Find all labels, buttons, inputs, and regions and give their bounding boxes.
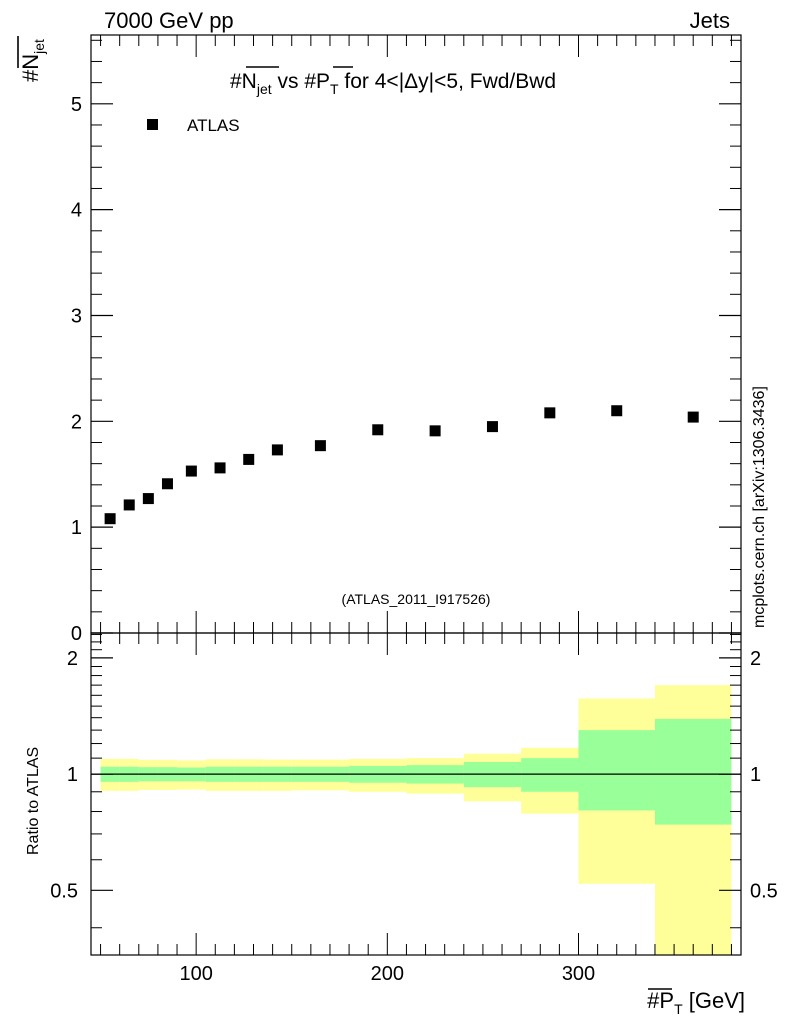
main-ylabel-main: #N (18, 54, 43, 82)
atlas-data-point (611, 405, 623, 417)
ratio-ytick-label-left: 1 (67, 764, 78, 786)
atlas-data-point (372, 424, 384, 436)
ratio-stat-band (521, 758, 579, 792)
ratio-xlabel: #PT [GeV] (647, 988, 745, 1017)
atlas-data-point (271, 444, 283, 456)
main-title: #Njet vs #PT for 4<|Δy|<5, Fwd/Bwd (230, 66, 556, 97)
ratio-xtick-label: 200 (371, 963, 404, 985)
ratio-bands (100, 685, 732, 955)
main-ytick-label: 1 (71, 517, 82, 539)
header-left-label: 7000 GeV pp (104, 8, 234, 33)
atlas-data-point (142, 493, 154, 505)
ratio-axes: 0.5 0.5 1 1 2 2 100 200 300 (50, 633, 778, 985)
atlas-data-point (314, 440, 326, 452)
legend: ATLAS (147, 116, 240, 135)
atlas-data-point (544, 407, 556, 419)
main-ylabel: #Njet (17, 36, 47, 82)
svg-text:#PT [GeV]: #PT [GeV] (647, 988, 745, 1017)
atlas-data-point (185, 465, 197, 477)
main-title-a: #N (230, 70, 257, 93)
ratio-xtick-label: 100 (179, 963, 212, 985)
side-label: mcplots.cern.ch [arXiv:1306.3436] (751, 386, 768, 628)
ratio-stat-band (578, 730, 655, 811)
watermark-text: (ATLAS_2011_I917526) (342, 591, 491, 607)
atlas-data-point (161, 478, 173, 490)
main-title-a-sub: jet (256, 81, 272, 97)
ratio-stat-band (654, 718, 732, 825)
svg-text:#Njet: #Njet (18, 39, 47, 82)
ratio-ytick-label-right: 1 (750, 764, 761, 786)
ratio-ylabel: Ratio to ATLAS (25, 747, 42, 855)
atlas-data-point (429, 425, 441, 437)
ratio-xlabel-rest: [GeV] (683, 988, 745, 1013)
header-right-label: Jets (690, 8, 730, 33)
legend-label: ATLAS (187, 116, 240, 135)
atlas-data-point (214, 462, 226, 474)
atlas-data-point (243, 453, 255, 465)
main-title-b-sub: T (330, 81, 339, 97)
main-ytick-label: 4 (71, 200, 82, 222)
main-title-b: vs #P (272, 70, 330, 93)
svg-text:#Njet vs #PT for 4<|Δy|<5, Fwd: #Njet vs #PT for 4<|Δy|<5, Fwd/Bwd (230, 70, 556, 97)
main-ylabel-sub: jet (31, 39, 47, 55)
ratio-xlabel-main: #P (647, 988, 674, 1013)
main-ytick-label: 3 (71, 305, 82, 327)
main-axes: 0 1 2 3 4 5 (71, 35, 741, 645)
ratio-xtick-label: 300 (562, 963, 595, 985)
main-ytick-label: 2 (71, 411, 82, 433)
atlas-data-point (486, 421, 498, 433)
main-data-points (104, 405, 699, 525)
atlas-data-point (123, 499, 135, 511)
main-ytick-label: 0 (71, 623, 82, 645)
ratio-ytick-label-left: 2 (67, 648, 78, 670)
ratio-ytick-label-right: 0.5 (750, 880, 778, 902)
ratio-panel-frame (90, 632, 742, 956)
atlas-data-point (687, 411, 699, 423)
legend-marker (147, 119, 158, 130)
main-ytick-label: 5 (71, 94, 82, 116)
ratio-xlabel-sub: T (674, 1001, 683, 1017)
atlas-data-point (104, 513, 116, 525)
main-title-c: for 4<|Δy|<5, Fwd/Bwd (339, 70, 557, 93)
ratio-ytick-label-right: 2 (750, 648, 761, 670)
ratio-ytick-label-left: 0.5 (50, 880, 78, 902)
